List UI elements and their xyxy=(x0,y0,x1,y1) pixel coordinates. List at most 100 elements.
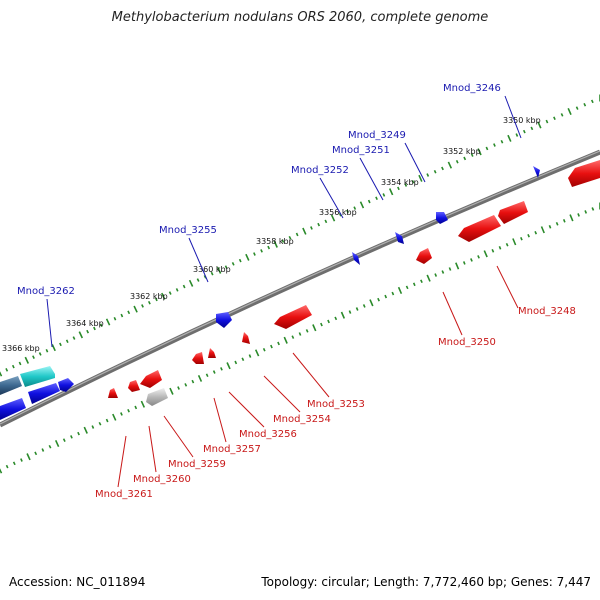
gene-mnod-3257[interactable] xyxy=(192,352,204,364)
ring-tick xyxy=(26,453,31,461)
ring-tick xyxy=(577,213,580,217)
ring-tick xyxy=(188,279,194,287)
ring-tick xyxy=(553,116,556,121)
gene-label-mnod-3250[interactable]: Mnod_3250 xyxy=(438,337,496,348)
ring-tick xyxy=(191,379,195,384)
coordinate-label-3358: 3358 kbp xyxy=(256,237,294,246)
ring-tick xyxy=(382,193,386,197)
gene-mnod-3252[interactable] xyxy=(352,252,360,265)
ring-tick xyxy=(505,242,509,247)
ring-tick xyxy=(260,249,263,253)
ring-tick xyxy=(369,299,374,307)
ring-tick xyxy=(203,275,207,279)
ring-tick xyxy=(359,201,365,209)
ring-tick xyxy=(127,310,131,315)
ring-tick xyxy=(485,146,489,151)
gene-mnod-3251[interactable] xyxy=(395,232,404,244)
ring-tick xyxy=(447,161,453,169)
leader-line-mnod-3261 xyxy=(117,435,127,488)
ring-tick xyxy=(397,186,400,191)
ring-tick xyxy=(590,99,594,104)
gene-hypothetical-a[interactable] xyxy=(20,366,55,387)
gene-label-mnod-3255[interactable]: Mnod_3255 xyxy=(159,225,217,236)
ring-tick xyxy=(377,297,380,302)
ring-tick xyxy=(51,344,56,352)
gene-mnod-3246[interactable] xyxy=(533,166,540,178)
ring-tick xyxy=(267,245,271,250)
leader-line-mnod-3249 xyxy=(404,142,426,183)
gene-mnod-3254[interactable] xyxy=(242,332,250,344)
gene-mnod-3261[interactable] xyxy=(108,388,118,398)
gene-label-mnod-3261[interactable]: Mnod_3261 xyxy=(95,489,153,500)
coordinate-labels: 3350 kbp 3352 kbp 3354 kbp 3356 kbp 3358 kbp… xyxy=(2,116,541,353)
ring-tick xyxy=(433,169,437,174)
ring-tick xyxy=(483,250,488,258)
gene-plus-c[interactable] xyxy=(0,398,26,420)
gene-mnod-3253[interactable] xyxy=(274,305,312,329)
ring-tick xyxy=(12,461,16,466)
ring-tick xyxy=(317,222,321,227)
ring-tick xyxy=(591,207,595,211)
ring-tick xyxy=(302,227,307,235)
ring-tick xyxy=(340,311,346,319)
ring-tick xyxy=(515,133,519,137)
gene-steel-a[interactable] xyxy=(0,376,22,395)
ring-tick xyxy=(567,107,572,116)
gene-label-mnod-3256[interactable]: Mnod_3256 xyxy=(239,429,297,440)
gene-mnod-3256[interactable] xyxy=(208,348,216,358)
ring-tick xyxy=(127,408,130,413)
ring-tick xyxy=(45,348,49,353)
ring-tick xyxy=(434,273,438,277)
gene-label-mnod-3257[interactable]: Mnod_3257 xyxy=(203,444,261,455)
gene-plus-b[interactable] xyxy=(28,383,60,404)
ring-tick xyxy=(412,282,416,287)
ring-tick xyxy=(555,221,559,226)
ring-tick xyxy=(231,262,235,266)
gene-label-mnod-3248[interactable]: Mnod_3248 xyxy=(518,306,576,317)
coordinate-label-3366: 3366 kbp xyxy=(2,344,40,353)
gene-label-mnod-3252[interactable]: Mnod_3252 xyxy=(291,165,349,176)
ring-tick xyxy=(391,291,395,296)
ring-tick xyxy=(140,400,146,408)
gene-label-mnod-3259[interactable]: Mnod_3259 xyxy=(168,459,226,470)
ring-tick xyxy=(18,361,22,366)
ring-tick xyxy=(253,252,256,256)
leader-line-mnod-3254 xyxy=(263,375,301,413)
ring-tick xyxy=(283,336,288,344)
gene-label-mnod-3262[interactable]: Mnod_3262 xyxy=(17,286,75,297)
ring-tick xyxy=(220,367,223,371)
ring-tick xyxy=(540,226,545,234)
gene-grey-a[interactable] xyxy=(146,388,168,406)
ring-tick xyxy=(500,139,504,144)
gene-mnod-3255[interactable] xyxy=(216,312,232,328)
ring-tick xyxy=(224,265,228,269)
ring-tick xyxy=(418,174,423,182)
gene-mnod-3248[interactable] xyxy=(498,201,528,224)
gene-minus-edge[interactable] xyxy=(568,160,600,187)
gene-mnod-3250[interactable] xyxy=(416,248,432,264)
gene-label-mnod-3249[interactable]: Mnod_3249 xyxy=(348,130,406,141)
ring-tick xyxy=(367,199,371,204)
ring-tick xyxy=(548,225,552,229)
gene-mnod-3262[interactable] xyxy=(58,378,74,392)
gene-label-mnod-3253[interactable]: Mnod_3253 xyxy=(307,399,365,410)
ring-tick xyxy=(141,304,144,308)
gene-mnod-3259[interactable] xyxy=(140,370,162,388)
gene-label-mnod-3246[interactable]: Mnod_3246 xyxy=(443,83,501,94)
ring-tick xyxy=(512,238,517,246)
ring-tick xyxy=(196,278,200,282)
ring-tick xyxy=(477,255,480,259)
gene-label-mnod-3254[interactable]: Mnod_3254 xyxy=(273,414,331,425)
ring-tick xyxy=(362,304,366,308)
gene-label-mnod-3260[interactable]: Mnod_3260 xyxy=(133,474,191,485)
gene-label-mnod-3251[interactable]: Mnod_3251 xyxy=(332,145,390,156)
ring-tick xyxy=(520,236,523,241)
ring-tick xyxy=(184,383,188,387)
gene-minus-d[interactable] xyxy=(458,215,501,242)
ring-tick xyxy=(93,326,96,331)
ring-tick xyxy=(348,310,352,314)
gene-mnod-3249[interactable] xyxy=(436,212,448,224)
coordinate-label-3356: 3356 kbp xyxy=(319,208,357,217)
gene-mnod-3260[interactable] xyxy=(128,380,140,392)
